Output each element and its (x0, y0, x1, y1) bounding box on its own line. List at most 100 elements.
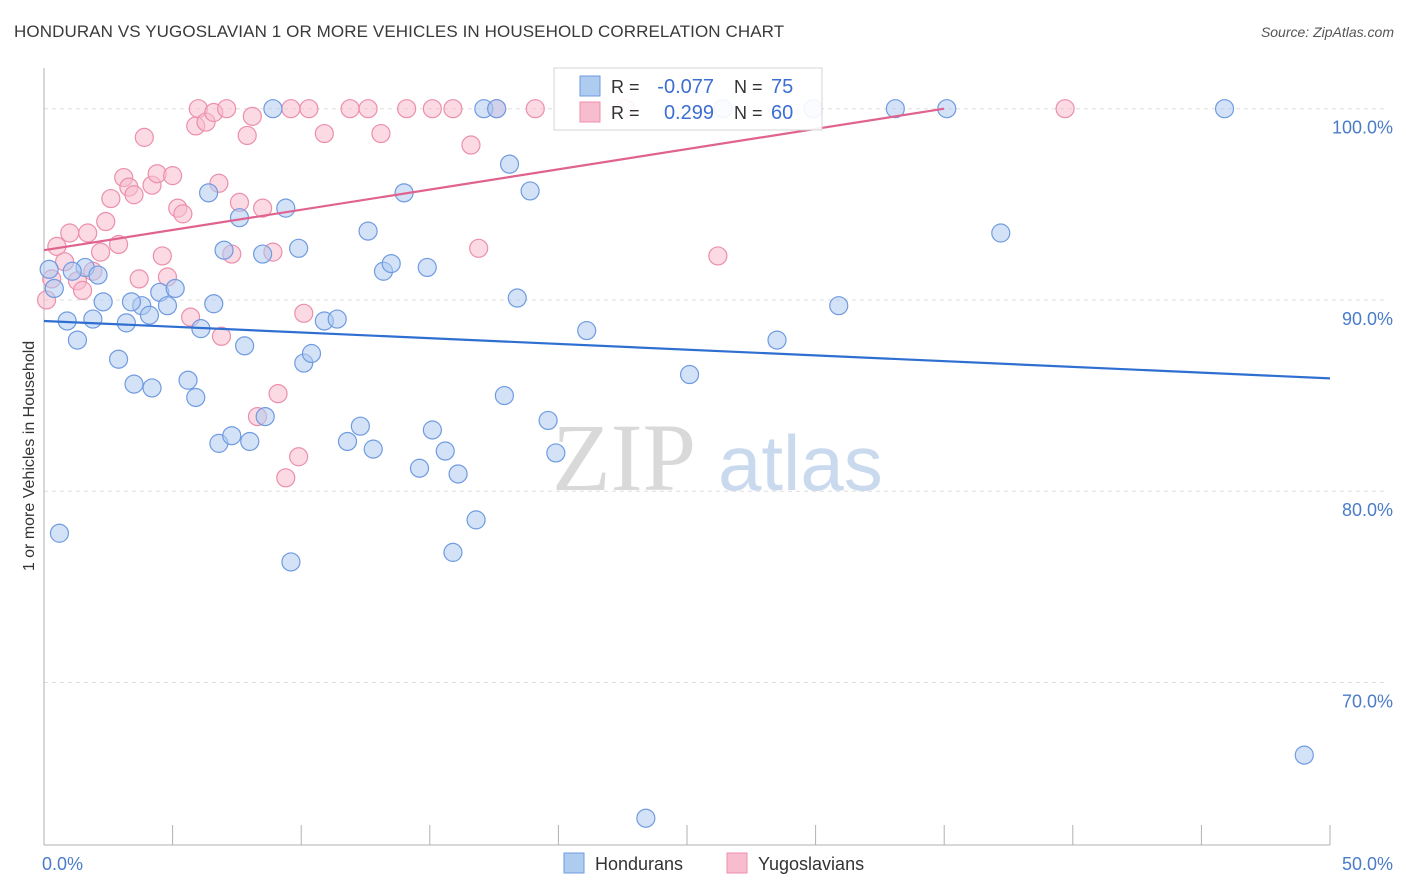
honduran-point (199, 183, 219, 203)
yugoslavians-trend-line (43, 107, 945, 252)
honduran-point (679, 364, 700, 385)
yugoslavian-point (708, 246, 728, 266)
legend-swatch-blue (579, 75, 601, 97)
y-tick-label: 70.0% (1342, 691, 1393, 711)
honduran-point (83, 309, 103, 329)
honduran-point (49, 523, 70, 543)
trend-lines (43, 107, 1331, 380)
axes: 0.0% 50.0% (42, 68, 1393, 874)
honduran-point (538, 410, 558, 431)
honduran-point (358, 221, 378, 241)
legend-r-label: R = (611, 103, 640, 123)
honduran-point (520, 181, 540, 201)
yugoslavian-point (289, 447, 309, 467)
honduran-point (435, 441, 455, 461)
stats-legend: R = -0.077 N = 75 R = 0.299 N = 60 (553, 67, 823, 131)
honduran-point (116, 313, 136, 333)
yugoslavian-point (237, 125, 257, 146)
legend-n-value: 60 (771, 102, 793, 124)
yugoslavian-point (276, 468, 296, 488)
yugoslavian-point (242, 106, 262, 126)
watermark-atlas: atlas (718, 419, 883, 507)
honduran-point (327, 309, 347, 329)
honduran-point (235, 336, 255, 356)
source-label: Source: ZipAtlas.com (1260, 24, 1394, 40)
honduran-point (142, 378, 162, 398)
honduran-point (494, 385, 514, 406)
series-legend-swatch-pink (726, 852, 748, 874)
honduran-point (487, 99, 507, 119)
yugoslavian-point (371, 123, 391, 144)
legend-n-label: N = (734, 103, 763, 123)
yugoslavian-point (129, 269, 149, 289)
honduran-point (108, 349, 129, 369)
honduran-point (39, 259, 59, 279)
yugoslavian-point (78, 223, 98, 243)
honduran-point (121, 292, 142, 312)
yugoslavian-point (525, 99, 545, 119)
yugoslavian-point (469, 238, 489, 258)
yugoslavian-point (90, 242, 111, 262)
yugoslavian-point (72, 280, 93, 300)
legend-swatch-pink (579, 101, 601, 123)
honduran-point (62, 261, 82, 281)
y-tick-label: 100.0% (1332, 118, 1393, 138)
honduran-point (139, 305, 160, 325)
honduran-point (204, 294, 224, 314)
watermark-zip: ZIP (552, 404, 696, 511)
honduran-point (443, 542, 463, 562)
yugoslavian-point (124, 185, 144, 205)
yugoslavian-point (211, 326, 232, 346)
honduran-point (417, 257, 437, 278)
legend-r-value: 0.299 (664, 102, 714, 124)
honduran-point (255, 407, 275, 427)
honduran-point (44, 278, 64, 299)
honduran-point (165, 278, 185, 299)
honduran-point (381, 254, 401, 274)
honduran-point (409, 458, 430, 478)
honduran-point (276, 198, 296, 218)
yugoslavian-point (217, 99, 237, 119)
x-tick-label-min: 0.0% (42, 854, 83, 874)
y-tick-label: 80.0% (1342, 500, 1393, 520)
series-legend-label: Hondurans (595, 854, 683, 874)
yugoslavian-point (422, 99, 442, 119)
hondurans-trend-line (43, 319, 1331, 380)
yugoslavian-point (152, 246, 172, 266)
yugoslavian-point (163, 166, 183, 186)
honduran-point (214, 240, 234, 260)
honduran-point (767, 330, 787, 350)
honduran-point (636, 808, 656, 828)
yugoslavian-point (101, 188, 121, 209)
series-legend-label: Yugoslavians (758, 854, 864, 874)
yugoslavian-point (96, 211, 116, 232)
honduran-point (263, 99, 283, 119)
honduran-point (124, 374, 144, 394)
honduran-point (422, 420, 442, 440)
honduran-point (88, 265, 108, 285)
honduran-point (157, 296, 178, 316)
honduran-point (885, 99, 905, 119)
honduran-point (466, 510, 486, 530)
honduran-point (546, 443, 566, 463)
honduran-point (93, 292, 113, 312)
legend-r-value: -0.077 (657, 76, 714, 98)
honduran-point (240, 431, 260, 452)
honduran-point (829, 296, 849, 316)
honduran-point (222, 426, 242, 446)
honduran-point (577, 320, 597, 341)
x-tick-label-max: 50.0% (1342, 854, 1393, 874)
legend-n-value: 75 (771, 76, 793, 98)
honduran-point (186, 387, 206, 408)
yugoslavian-point (461, 135, 481, 155)
yugoslavian-point (268, 384, 288, 404)
watermark: ZIP atlas (552, 404, 883, 511)
yugoslavian-point (397, 99, 417, 119)
yugoslavian-point (294, 303, 314, 323)
honduran-point (507, 288, 527, 308)
yugoslavian-point (281, 99, 301, 119)
honduran-point (1214, 99, 1235, 119)
yugoslavian-point (340, 99, 360, 119)
series-legend: Hondurans Yugoslavians (563, 852, 864, 874)
